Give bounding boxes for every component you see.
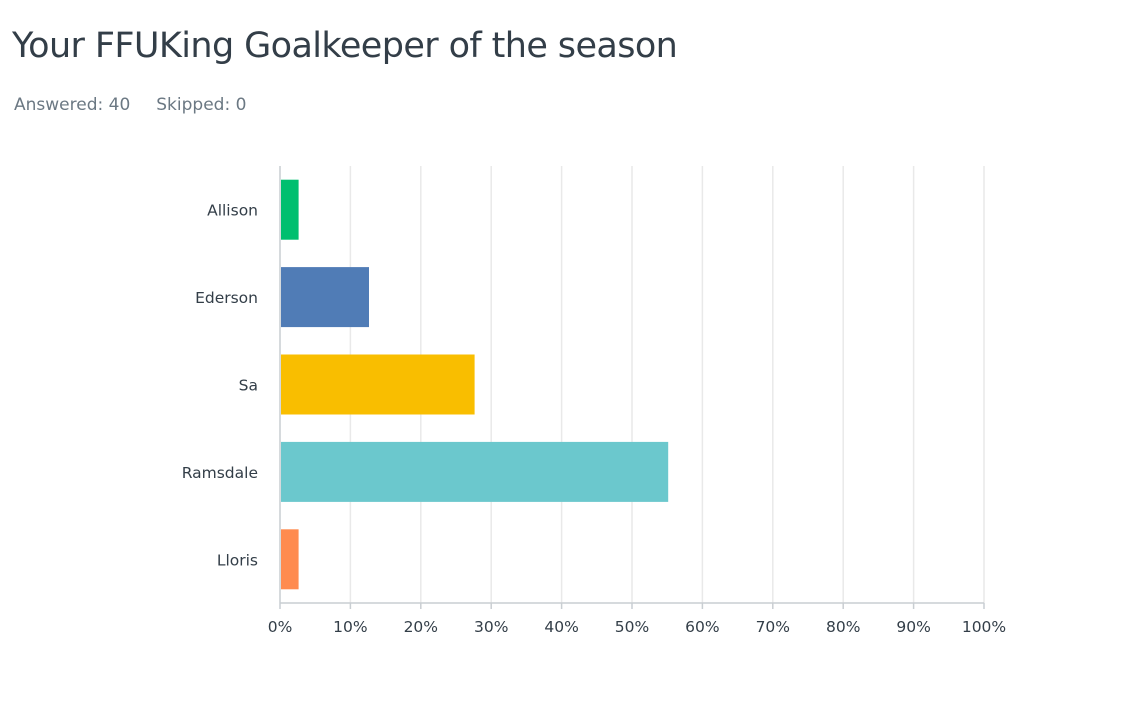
page-title: Your FFUKing Goalkeeper of the season	[12, 26, 678, 66]
category-label: Lloris	[217, 551, 258, 569]
x-tick-label: 20%	[404, 618, 438, 636]
x-tick-label: 80%	[826, 618, 860, 636]
bar-sa	[281, 354, 475, 415]
bar-ramsdale	[281, 441, 669, 502]
skipped-label: Skipped:	[156, 95, 231, 115]
x-tick-label: 40%	[544, 618, 578, 636]
answered-count: 40	[108, 95, 131, 115]
x-tick-label: 30%	[474, 618, 508, 636]
skipped-count: 0	[235, 95, 247, 115]
bar-lloris	[281, 529, 299, 590]
bar-ederson	[281, 267, 369, 328]
response-stats: Answered: 40 Skipped: 0	[14, 95, 272, 115]
x-tick-label: 10%	[333, 618, 367, 636]
x-tick-label: 90%	[896, 618, 930, 636]
skipped-stat: Skipped: 0	[156, 95, 246, 115]
x-tick-label: 60%	[685, 618, 719, 636]
category-label: Ederson	[195, 289, 258, 307]
category-label: Ramsdale	[182, 464, 258, 482]
x-tick-label: 70%	[756, 618, 790, 636]
category-label: Allison	[207, 202, 258, 220]
x-tick-label: 50%	[615, 618, 649, 636]
bar-allison	[281, 179, 299, 240]
x-tick-label: 100%	[962, 618, 1006, 636]
category-label: Sa	[239, 377, 258, 395]
answered-label: Answered:	[14, 95, 104, 115]
x-tick-label: 0%	[268, 618, 293, 636]
answered-stat: Answered: 40	[14, 95, 130, 115]
